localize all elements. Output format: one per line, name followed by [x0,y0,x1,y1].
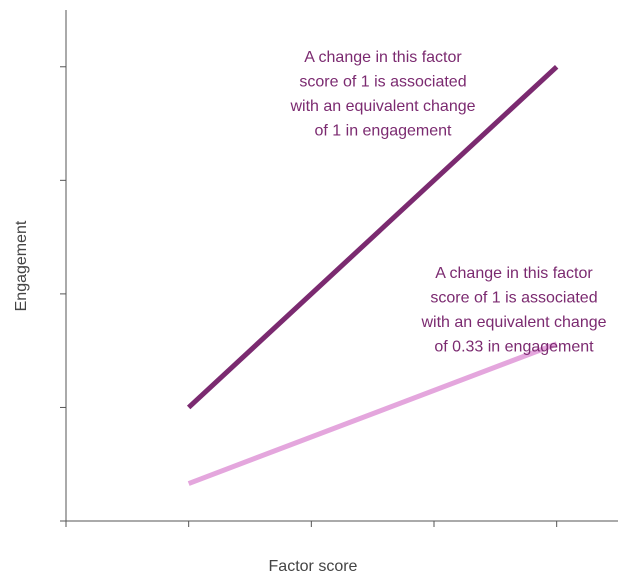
annotation: of 0.33 in engagement [434,339,594,356]
annotation: of 1 in engagement [315,123,453,140]
annotation: score of 1 is associated [299,74,466,91]
line-series [186,64,559,410]
annotation: A change in this factor [304,49,462,66]
annotation: score of 1 is associated [430,290,597,307]
y-axis-label: Engagement [13,220,30,311]
annotation: A change in this factor [435,265,593,282]
annotation: with an equivalent change [289,98,475,115]
x-axis-label: Factor score [269,558,358,575]
line-series [187,341,558,486]
annotation: with an equivalent change [420,314,606,331]
